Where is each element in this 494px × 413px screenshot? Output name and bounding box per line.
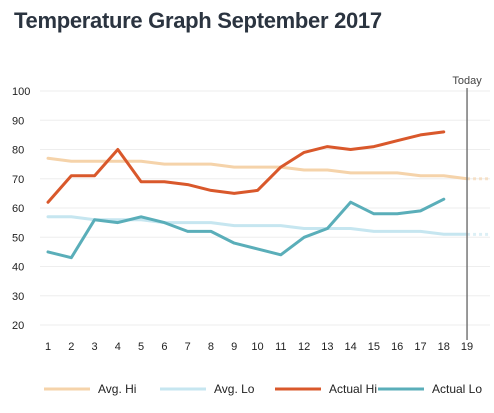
y-tick-label: 70 (12, 174, 24, 186)
x-tick-label: 4 (115, 341, 121, 353)
x-tick-label: 3 (91, 341, 97, 353)
y-tick-label: 50 (12, 232, 24, 244)
x-tick-label: 7 (185, 341, 191, 353)
y-tick-label: 40 (12, 262, 24, 274)
today-marker: Today (452, 75, 490, 340)
y-tick-label: 60 (12, 203, 24, 215)
x-tick-label: 14 (345, 341, 357, 353)
x-tick-label: 16 (391, 341, 403, 353)
x-tick-label: 8 (208, 341, 214, 353)
grid-lines (40, 90, 490, 326)
legend: Avg. Hi Avg. Lo Actual Hi Actual Lo (44, 382, 482, 396)
y-tick-label: 90 (12, 115, 24, 127)
series-line (46, 156, 469, 181)
x-tick-label: 6 (161, 341, 167, 353)
x-tick-label: 13 (321, 341, 333, 353)
y-tick-label: 80 (12, 145, 24, 157)
legend-label: Actual Hi (329, 382, 377, 396)
x-tick-label: 18 (438, 341, 450, 353)
y-tick-label: 20 (12, 320, 24, 332)
series-line (46, 130, 446, 204)
x-tick-label: 12 (298, 341, 310, 353)
series-avg-lo (46, 215, 469, 236)
today-label: Today (452, 75, 482, 87)
chart-title: Temperature Graph September 2017 (14, 8, 382, 33)
y-tick-label: 100 (12, 86, 30, 98)
x-tick-label: 17 (414, 341, 426, 353)
legend-label: Avg. Hi (98, 382, 136, 396)
legend-label: Avg. Lo (214, 382, 255, 396)
x-tick-label: 9 (231, 341, 237, 353)
series-actual-hi (46, 130, 446, 204)
x-tick-label: 5 (138, 341, 144, 353)
series-line (46, 197, 446, 260)
x-tick-label: 2 (68, 341, 74, 353)
series-avg-hi (46, 156, 469, 181)
series-actual-lo (46, 197, 446, 260)
x-tick-label: 1 (45, 341, 51, 353)
x-tick-label: 15 (368, 341, 380, 353)
y-tick-label: 30 (12, 291, 24, 303)
x-tick-label: 19 (461, 341, 473, 353)
x-tick-label: 10 (251, 341, 263, 353)
series-line (46, 215, 469, 236)
series-lines (46, 130, 469, 260)
x-tick-label: 11 (275, 341, 286, 353)
legend-label: Actual Lo (432, 382, 482, 396)
